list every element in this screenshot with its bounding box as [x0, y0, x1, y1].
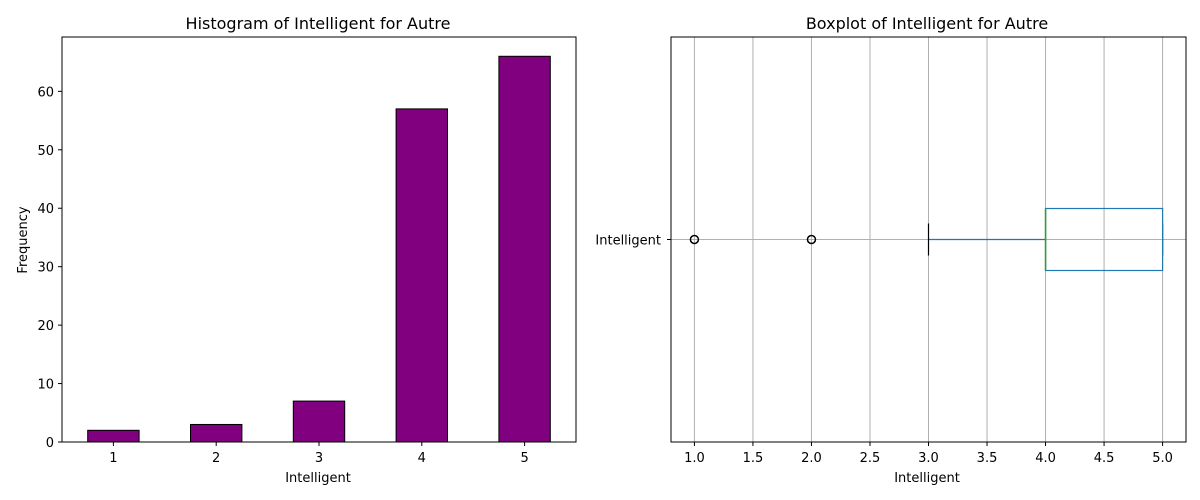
boxplot-x-ticks: 1.0 1.5 2.0 2.5 3.0 3.5 4.0 4.5 5.0: [684, 442, 1173, 466]
boxplot-x-tick-label: 2.0: [801, 451, 822, 466]
boxplot-x-tick-label: 3.0: [918, 451, 939, 466]
histogram-bar-5: [498, 55, 551, 443]
histogram-bar-2: [190, 423, 243, 443]
histogram-x-tick-label: 3: [315, 451, 323, 466]
histogram-y-label: Frequency: [16, 206, 31, 273]
histogram-x-tick-label: 4: [418, 451, 426, 466]
histogram-y-tick-label: 50: [37, 144, 54, 159]
boxplot-outlier: [689, 234, 700, 245]
histogram-bars: [87, 55, 551, 443]
histogram-y-tick-label: 40: [37, 202, 54, 217]
histogram-x-label: Intelligent: [285, 471, 351, 486]
boxplot-x-tick-label: 3.5: [977, 451, 998, 466]
histogram-bar-4: [395, 108, 449, 443]
boxplot-x-tick-label: 4.5: [1094, 451, 1115, 466]
histogram-y-tick-label: 10: [37, 378, 54, 393]
histogram-x-tick-label: 5: [520, 451, 528, 466]
boxplot-x-label: Intelligent: [894, 471, 960, 486]
boxplot-x-tick-label: 1.5: [743, 451, 764, 466]
boxplot-y-ticks: Intelligent: [595, 234, 671, 249]
histogram-y-tick-label: 0: [46, 436, 54, 451]
boxplot-title: Boxplot of Intelligent for Autre: [806, 14, 1048, 33]
histogram-title: Histogram of Intelligent for Autre: [186, 14, 451, 33]
histogram-x-tick-label: 1: [109, 451, 117, 466]
boxplot-marks: [689, 207, 1164, 272]
histogram-bar-1: [87, 429, 140, 443]
boxplot-y-tick-label: Intelligent: [595, 234, 661, 249]
histogram-chart: Histogram of Intelligent for Autre 01020…: [16, 14, 577, 486]
histogram-y-ticks: 0 10 20 30 40 50 60: [37, 85, 62, 451]
histogram-x-ticks: 1 2 3 4 5: [109, 442, 529, 466]
histogram-y-tick-label: 60: [37, 85, 54, 100]
histogram-x-tick-label: 2: [212, 451, 220, 466]
histogram-y-tick-label: 30: [37, 261, 54, 276]
boxplot-chart: Boxplot of Intelligent for Autre 1.0 1.5 2…: [595, 14, 1187, 486]
boxplot-x-tick-label: 5.0: [1152, 451, 1173, 466]
histogram-bar-3: [292, 400, 346, 443]
histogram-y-tick-label: 20: [37, 319, 54, 334]
boxplot-x-tick-label: 4.0: [1035, 451, 1056, 466]
boxplot-x-tick-label: 1.0: [684, 451, 705, 466]
boxplot-x-tick-label: 2.5: [860, 451, 881, 466]
boxplot-outlier: [806, 234, 817, 245]
